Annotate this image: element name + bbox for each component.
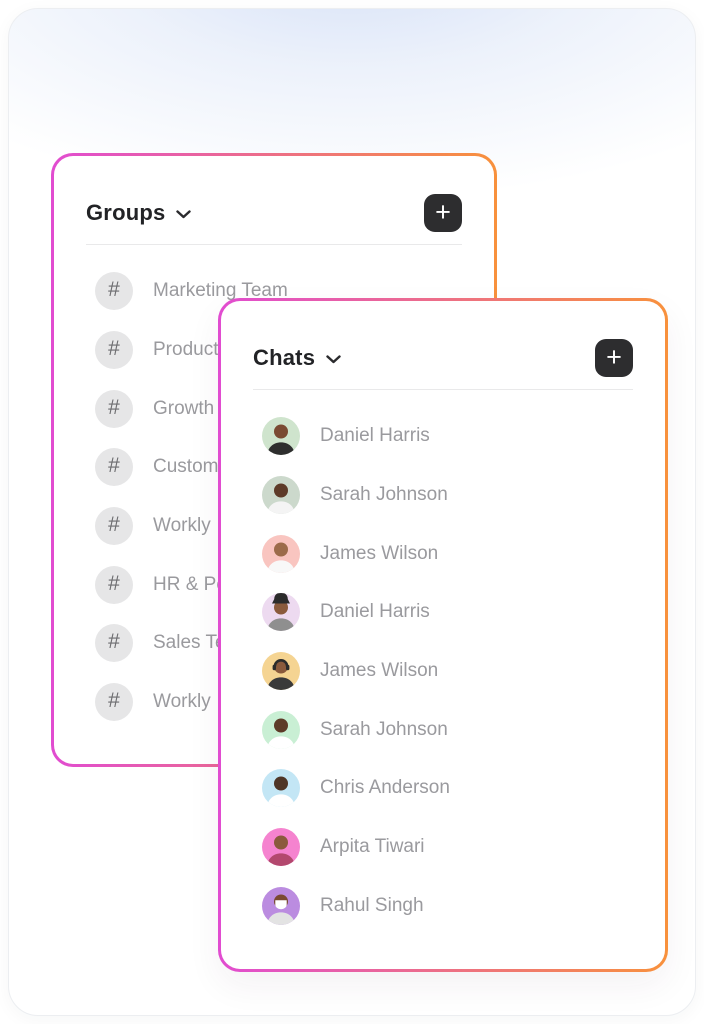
group-row[interactable]: # Customer — [95, 438, 470, 497]
avatar — [262, 886, 300, 925]
hash-icon: # — [95, 507, 133, 546]
hash-icon: # — [95, 448, 133, 487]
chats-panel: Chats + Daniel Harris Sarah Johnson Jame… — [218, 298, 668, 972]
avatar — [262, 652, 300, 691]
avatar — [262, 476, 300, 515]
group-row[interactable]: # Workly — [95, 497, 470, 556]
hash-icon: # — [95, 331, 133, 370]
avatar — [262, 534, 300, 573]
chat-name: Rahul Singh — [320, 894, 424, 916]
chat-row[interactable]: Rahul Singh — [262, 877, 641, 936]
groups-title: Groups — [86, 200, 166, 225]
avatar — [262, 710, 300, 749]
chat-row[interactable]: Sarah Johnson — [262, 466, 641, 525]
groups-divider — [86, 244, 462, 245]
group-name: Workly — [153, 515, 211, 537]
group-row[interactable]: # Workly — [95, 673, 470, 732]
group-name: Customer — [153, 456, 236, 478]
group-name: Marketing Team — [153, 280, 288, 302]
group-name: Workly — [153, 691, 211, 713]
chat-name: Daniel Harris — [320, 425, 430, 447]
hash-icon: # — [95, 624, 133, 663]
group-row[interactable]: # Product — [95, 321, 470, 380]
avatar — [262, 828, 300, 867]
chat-row[interactable]: Sarah Johnson — [262, 700, 641, 759]
chats-header: Chats + — [253, 337, 633, 379]
chat-name: Sarah Johnson — [320, 718, 448, 740]
group-name: Product — [153, 339, 219, 361]
hash-icon: # — [95, 272, 133, 311]
group-row[interactable]: # Marketing Team — [95, 262, 470, 321]
add-group-button[interactable]: + — [424, 194, 462, 232]
chevron-down-icon — [176, 210, 192, 219]
chat-name: Sarah Johnson — [320, 484, 448, 506]
groups-title-toggle[interactable]: Groups — [86, 200, 192, 226]
chat-row[interactable]: Daniel Harris — [262, 407, 641, 466]
chats-list: Daniel Harris Sarah Johnson James Wilson… — [262, 407, 641, 935]
group-name: Growth — [153, 397, 215, 419]
add-chat-button[interactable]: + — [595, 339, 633, 377]
chevron-down-icon — [326, 355, 341, 364]
hash-icon: # — [95, 389, 133, 428]
chat-name: Daniel Harris — [320, 601, 430, 623]
chat-row[interactable]: Chris Anderson — [262, 759, 641, 818]
groups-header: Groups + — [86, 192, 462, 234]
chat-name: James Wilson — [320, 660, 439, 682]
chat-row[interactable]: James Wilson — [262, 642, 641, 701]
chat-row[interactable]: James Wilson — [262, 524, 641, 583]
chats-title: Chats — [253, 345, 316, 370]
chat-row[interactable]: Daniel Harris — [262, 583, 641, 642]
hash-icon: # — [95, 683, 133, 722]
avatar — [262, 417, 300, 456]
chats-title-toggle[interactable]: Chats — [253, 345, 341, 371]
avatar — [262, 593, 300, 632]
chat-row[interactable]: Arpita Tiwari — [262, 818, 641, 877]
group-row[interactable]: # Growth — [95, 379, 470, 438]
chat-name: Chris Anderson — [320, 777, 450, 799]
hash-icon: # — [95, 565, 133, 604]
plus-icon: + — [606, 341, 622, 372]
chats-divider — [253, 389, 633, 390]
chat-name: Arpita Tiwari — [320, 836, 425, 858]
avatar — [262, 769, 300, 808]
app-canvas: Groups + # Marketing Team # Product # Gr… — [8, 8, 696, 1016]
chat-name: James Wilson — [320, 542, 439, 564]
plus-icon: + — [435, 196, 451, 227]
